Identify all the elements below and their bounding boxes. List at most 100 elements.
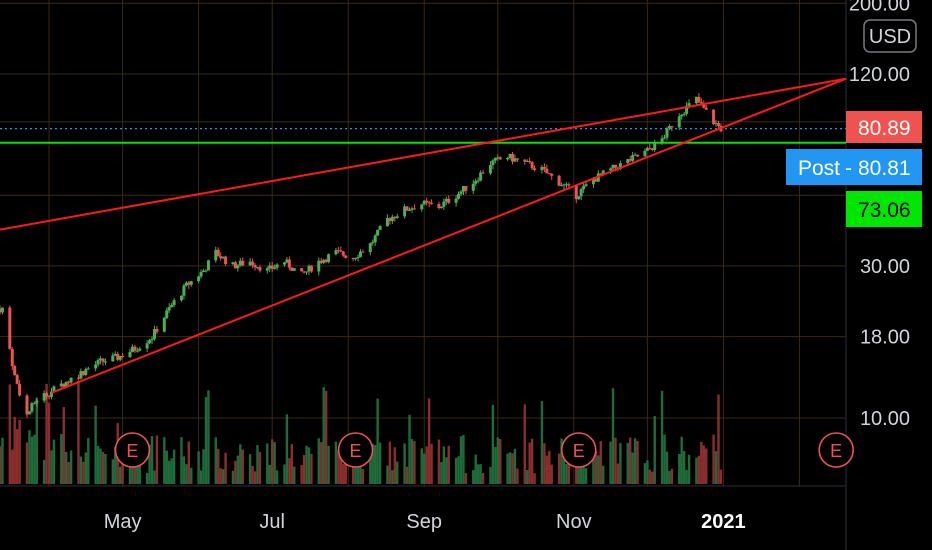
candle-body <box>10 348 14 367</box>
candle-body <box>493 157 497 161</box>
volume-bar <box>290 444 294 484</box>
earnings-marker-label: E <box>350 441 362 461</box>
volume-bar <box>217 448 220 484</box>
upper-trendline[interactable] <box>0 77 847 231</box>
candle-body <box>172 300 176 306</box>
candle-body <box>594 179 598 182</box>
candle-body <box>121 355 125 358</box>
x-tick-label: Sep <box>406 511 442 533</box>
volume-bar <box>18 419 21 484</box>
candle-body <box>86 368 90 370</box>
candle-body <box>265 268 269 271</box>
lower-trendline[interactable] <box>51 77 847 394</box>
volume-bar <box>567 450 571 484</box>
candle-body <box>567 184 571 186</box>
volume-bar <box>616 463 620 484</box>
candle-body <box>148 340 152 344</box>
volume-bar <box>499 439 502 484</box>
candle-body <box>241 260 245 266</box>
candle-body <box>515 158 519 160</box>
candle-body <box>52 386 56 392</box>
volume-bar <box>685 469 688 484</box>
candle-body <box>152 329 156 339</box>
volume-bar <box>702 445 705 484</box>
candle-body <box>285 259 289 263</box>
candle-body <box>378 226 382 230</box>
volume-bar <box>131 467 134 484</box>
trendlines[interactable] <box>0 77 847 394</box>
x-tick-label: 2021 <box>701 511 746 533</box>
candle-body <box>474 181 478 184</box>
volume-bar <box>442 446 446 484</box>
volume-bar <box>361 469 365 484</box>
volume-bars <box>0 380 723 484</box>
level-price-badge: 73.06 <box>846 191 922 227</box>
candle-body <box>116 353 120 360</box>
volume-bar <box>560 438 563 484</box>
volume-bar <box>65 451 68 484</box>
candle-body <box>390 216 394 222</box>
volume-bar <box>77 380 80 484</box>
candle-body <box>319 260 323 263</box>
candle-body <box>665 128 669 138</box>
volume-bar <box>8 384 12 484</box>
candle-body <box>79 371 83 379</box>
candle-body <box>219 256 223 259</box>
volume-bar <box>717 394 720 484</box>
volume-bar <box>104 453 107 484</box>
volume-bar <box>682 450 686 484</box>
candle-body <box>601 170 605 175</box>
volume-bar <box>714 451 718 484</box>
volume-bar <box>408 414 411 484</box>
volume-bar <box>334 441 338 484</box>
volume-bar <box>221 469 225 484</box>
candle-body <box>545 168 549 174</box>
volume-bar <box>611 388 615 484</box>
earnings-marker-circle <box>337 432 374 468</box>
candle-body <box>103 361 107 363</box>
candle-body <box>0 308 2 313</box>
volume-bar <box>678 454 681 484</box>
candle-body <box>461 186 465 192</box>
volume-bar <box>719 469 723 484</box>
volume-bar <box>491 404 495 484</box>
currency-button[interactable]: USD <box>863 19 917 53</box>
volume-bar <box>437 439 441 484</box>
volume-bar <box>302 455 306 484</box>
y-tick-label: 30.00 <box>860 256 910 278</box>
volume-bar <box>155 435 159 484</box>
candle-body <box>59 383 63 387</box>
candle-body <box>356 256 360 259</box>
candle-body <box>111 355 115 362</box>
candle-body <box>528 161 532 163</box>
earnings-marker[interactable]: E <box>337 432 374 468</box>
candle-body <box>351 257 355 259</box>
candle-body <box>714 123 718 125</box>
candle-body <box>454 198 458 203</box>
volume-bar <box>47 402 51 484</box>
candle-body <box>368 243 372 252</box>
volume-bar <box>96 445 100 484</box>
earnings-marker[interactable]: E <box>818 432 854 468</box>
volume-bar <box>324 390 328 484</box>
candle-body <box>202 270 206 273</box>
candle-body <box>680 114 684 117</box>
volume-bar <box>202 449 205 484</box>
earnings-marker[interactable]: E <box>114 432 151 468</box>
volume-bar <box>523 404 526 484</box>
candle-body <box>437 204 441 209</box>
candle-body <box>579 189 583 197</box>
candle-body <box>410 208 414 210</box>
volume-bar <box>219 468 222 484</box>
volume-bar <box>680 436 683 484</box>
volume-bar <box>305 445 308 484</box>
candle-body <box>344 255 348 258</box>
candle-body <box>547 173 551 175</box>
volume-bar <box>310 453 313 484</box>
candle-body <box>162 318 166 332</box>
candle-body <box>388 217 392 222</box>
earnings-marker[interactable]: E <box>560 432 597 468</box>
volume-bar <box>457 456 460 484</box>
